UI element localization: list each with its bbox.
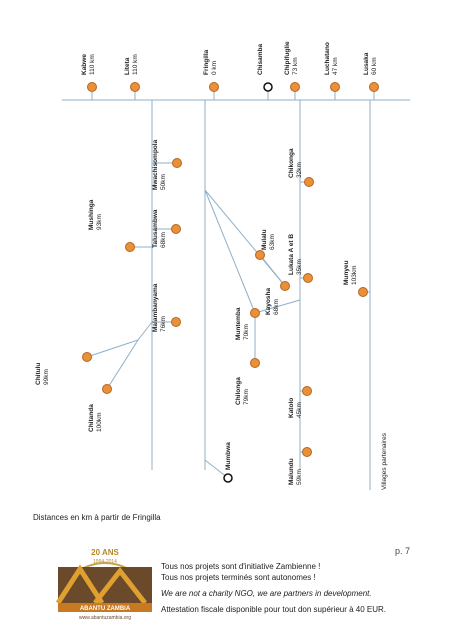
village-marker	[302, 386, 312, 396]
place-name: Muntemba	[235, 307, 242, 340]
place-name: Mushinga	[88, 199, 95, 230]
place-name: Katolo	[288, 398, 295, 418]
place-name: Malundu	[288, 458, 295, 485]
place-distance: 60 km	[371, 57, 378, 75]
place-distance: 103km	[351, 265, 358, 285]
road	[86, 321, 153, 358]
place-name: Kabwe	[81, 54, 88, 75]
village-marker	[171, 317, 181, 327]
road	[259, 254, 286, 287]
place-name: Chipifuglie	[284, 41, 291, 75]
place-name: Talusambwa	[152, 209, 159, 248]
village-marker	[250, 358, 260, 368]
place-distance: 63km	[269, 234, 276, 250]
place-name: Mumbwa	[225, 442, 232, 470]
caption: Distances en km à partir de Fringilla	[33, 513, 161, 522]
footer-line: We are not a charity NGO, we are partner…	[161, 589, 372, 598]
place-name: Lusaka	[363, 52, 370, 75]
place-name: Malambanyama	[152, 283, 159, 332]
place-name: Munyeu	[343, 260, 350, 285]
place-distance: 70km	[243, 324, 250, 340]
place-distance: 0 km	[211, 61, 218, 75]
place-distance: 47 km	[332, 57, 339, 75]
village-marker	[209, 82, 219, 92]
logo-art	[58, 567, 152, 603]
place-distance: 99km	[43, 369, 50, 385]
village-marker	[290, 82, 300, 92]
place-distance: 79km	[243, 389, 250, 405]
footer-line: Tous nos projets sont d'initiative Zambi…	[161, 562, 321, 571]
place-distance: 93km	[96, 214, 103, 230]
footer-line: Attestation fiscale disponible pour tout…	[161, 605, 387, 614]
village-marker	[330, 82, 340, 92]
place-distance: 59km	[296, 469, 303, 485]
village-marker	[303, 273, 313, 283]
place-distance: 100km	[96, 412, 103, 432]
village-marker	[102, 384, 112, 394]
village-marker	[302, 447, 312, 457]
place-distance: 110 km	[132, 54, 139, 75]
place-name: Kayosha	[265, 288, 272, 315]
village-marker	[255, 250, 265, 260]
village-marker	[87, 82, 97, 92]
road	[204, 459, 229, 479]
place-name: Lukata A et B	[288, 234, 295, 275]
village-diagram: Villages partenaires Kabwe 110 km Liteta 11…	[35, 41, 410, 490]
place-name: Chikonga	[288, 148, 295, 178]
logo-name: ABANTU ZAMBIA	[80, 606, 131, 612]
place-distance: 50km	[160, 174, 167, 190]
place-name: Chilonga	[235, 377, 242, 405]
village-marker	[223, 473, 233, 483]
logo-years: 20 ANS	[91, 548, 119, 557]
logo-letters	[55, 564, 147, 605]
place-distance: 35km	[296, 259, 303, 275]
place-name: Mwachisompola	[152, 139, 159, 190]
logo: 20 ANS 1994-2014 ABANTU ZAMBIA www.abant…	[55, 548, 152, 621]
logo-period: 1994-2014	[93, 559, 117, 565]
place-distance: 110 km	[89, 54, 96, 75]
place-distance: 32km	[296, 162, 303, 178]
footer-line: Tous nos projets terminés sont autonomes…	[161, 573, 316, 582]
legend-text: Villages partenaires	[381, 432, 388, 490]
logo-url: www.abantuzambia.org	[79, 615, 131, 621]
place-distance: 68km	[273, 299, 280, 315]
village-marker	[125, 242, 135, 252]
place-name: Luchatano	[324, 42, 331, 75]
village-marker	[172, 158, 182, 168]
village-marker	[263, 82, 273, 92]
place-distance: 45km	[296, 402, 303, 418]
village-marker	[250, 308, 260, 318]
road	[254, 299, 301, 314]
village-marker	[130, 82, 140, 92]
place-name: Fringilla	[203, 49, 210, 75]
village-marker	[280, 281, 290, 291]
village-marker	[82, 352, 92, 362]
road	[106, 339, 139, 390]
logo-band	[58, 603, 152, 612]
village-marker	[304, 177, 314, 187]
place-name: Liteta	[124, 57, 131, 75]
place-distance: 73 km	[292, 57, 299, 75]
village-marker	[369, 82, 379, 92]
place-name: Mulalu	[261, 229, 268, 250]
page-number: p. 7	[395, 546, 411, 556]
place-name: Chitanda	[88, 404, 95, 432]
village-marker	[171, 224, 181, 234]
village-marker	[358, 287, 368, 297]
place-name: Chisamba	[257, 44, 264, 75]
place-distance: 76km	[160, 316, 167, 332]
road	[204, 189, 256, 314]
place-name: Chitulu	[35, 363, 42, 385]
place-distance: 68km	[160, 232, 167, 248]
